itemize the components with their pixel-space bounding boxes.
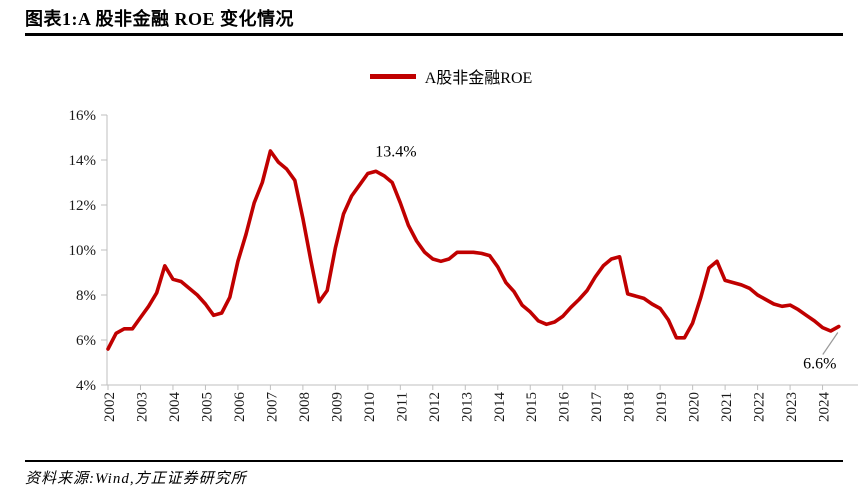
legend-line-swatch	[369, 73, 416, 79]
series-line	[106, 149, 841, 351]
y-tick-label: 12%	[69, 198, 97, 214]
x-tick-label: 2011	[394, 392, 410, 421]
x-tick-label: 2010	[362, 392, 378, 422]
y-tick-label: 14%	[69, 153, 97, 169]
source-note: 资料来源:Wind,方正证券研究所	[25, 471, 247, 487]
x-tick-label: 2018	[622, 392, 638, 422]
annotation-label: 6.6%	[803, 356, 836, 373]
annotation-label: 13.4%	[375, 143, 416, 160]
x-tick-label: 2005	[199, 392, 215, 422]
x-tick-label: 2022	[752, 392, 768, 422]
x-tick-label: 2023	[784, 392, 800, 422]
x-tick-label: 2014	[492, 392, 508, 423]
x-tick-label: 2009	[329, 392, 345, 422]
x-tick-label: 2003	[134, 392, 150, 422]
y-tick-label: 16%	[69, 108, 97, 124]
x-tick-label: 2016	[557, 392, 573, 423]
x-tick-label: 2012	[427, 392, 443, 422]
x-tick-label: 2021	[719, 392, 735, 422]
x-tick-label: 2013	[459, 392, 475, 422]
x-tick-label: 2015	[524, 392, 540, 422]
footer-divider	[25, 460, 843, 462]
x-tick-label: 2019	[654, 392, 670, 422]
annotation-leader-line	[822, 332, 839, 355]
roe-line-chart: 16% 14% 12% 10% 8% 6% 4% 2002 2003 2004 2005 2006 20…	[69, 108, 858, 423]
x-tick-label: 2007	[264, 392, 280, 423]
legend-label: A股非金融ROE	[424, 70, 533, 87]
x-tick-label: 2002	[102, 392, 118, 422]
figure-title: 图表1:A 股非金融 ROE 变化情况	[25, 9, 295, 29]
y-tick-label: 4%	[76, 378, 96, 394]
x-tick-label: 2004	[167, 392, 183, 423]
title-divider	[25, 33, 843, 36]
x-tick-label: 2017	[589, 392, 605, 423]
y-tick-label: 10%	[69, 243, 97, 259]
x-tick-label: 2024	[817, 392, 833, 423]
x-tick-label: 2008	[297, 392, 313, 422]
y-tick-label: 8%	[76, 288, 96, 304]
y-tick-label: 6%	[76, 333, 96, 349]
x-tick-label: 2006	[232, 392, 248, 423]
chart-legend: A股非金融ROE	[18, 64, 866, 88]
x-tick-label: 2020	[687, 392, 703, 422]
